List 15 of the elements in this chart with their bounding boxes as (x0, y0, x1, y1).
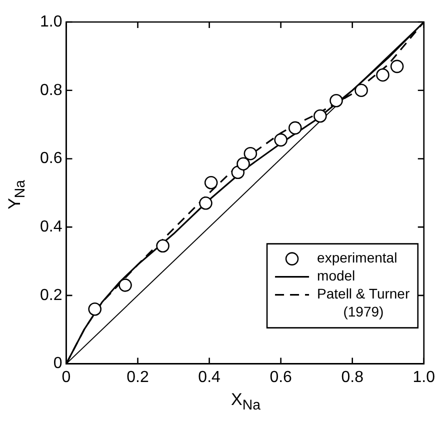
y-tick-label: 1.0 (40, 13, 62, 30)
y-tick-label: 0.2 (40, 286, 62, 304)
legend-label: model (317, 268, 356, 284)
legend-label: experimental (317, 250, 398, 266)
x-axis-title: X$_{Na}$ (231, 390, 260, 414)
x-tick-label: 1.0 (412, 368, 436, 386)
y-tick-label: 0.6 (40, 150, 62, 168)
x-tick-label: 0.4 (198, 368, 221, 386)
y-tick-label: 0 (53, 355, 62, 372)
y-tick-label: 0.8 (40, 82, 62, 99)
x-tick-label: 0.8 (341, 368, 364, 386)
y-tick-label: 0.4 (40, 218, 62, 236)
x-tick-label: 0.6 (270, 368, 292, 386)
legend-label: Patell & Turner (1979) (317, 286, 410, 320)
x-tick-label: 0.2 (126, 368, 149, 386)
